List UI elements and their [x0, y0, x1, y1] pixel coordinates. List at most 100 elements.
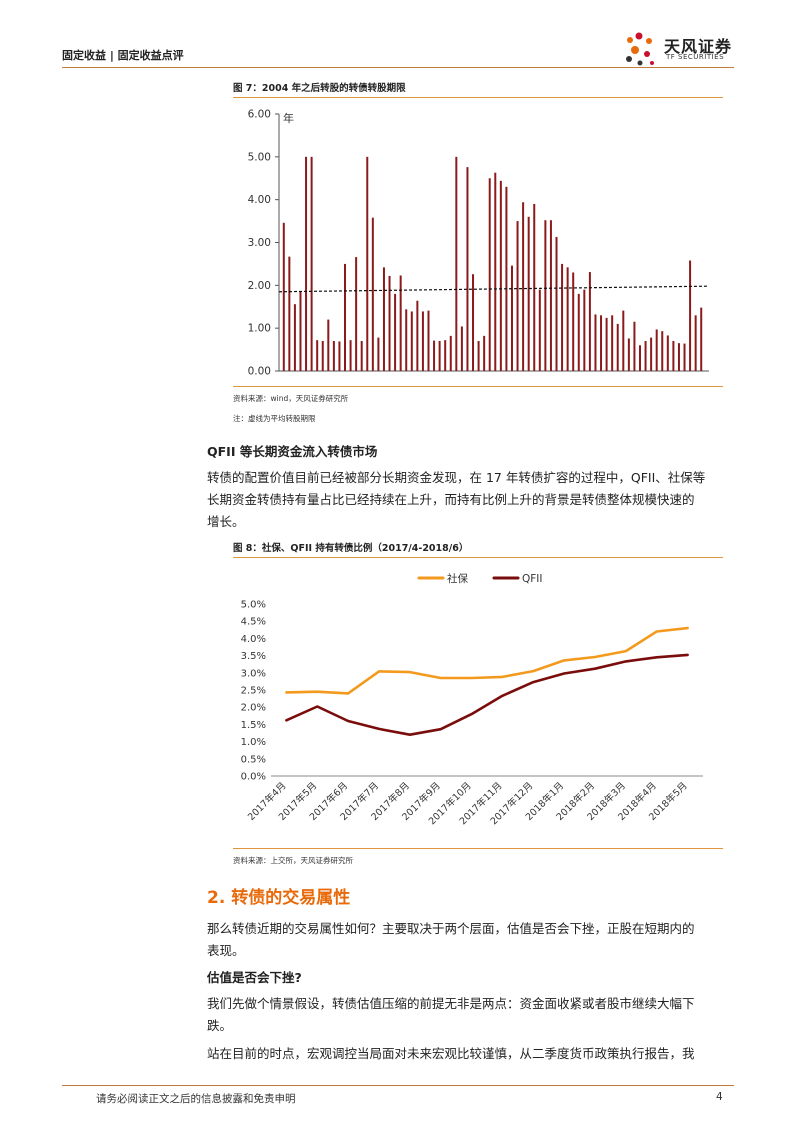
figure7-title: 图 7：2004 年之后转股的转债转股期限 [233, 83, 406, 94]
legend-label: 社保 [447, 572, 468, 585]
bar [371, 217, 374, 371]
y-tick-label: 1.00 [248, 323, 271, 335]
paragraph-qfii: 转债的配置价值目前已经被部分长期资金发现，在 17 年转债扩容的过程中，QFII… [207, 467, 731, 533]
logo-dot-icon [650, 61, 654, 65]
legend-label: QFII [522, 573, 543, 585]
bar [527, 216, 530, 371]
bar [700, 307, 703, 371]
bar [394, 293, 397, 371]
bar [627, 338, 630, 371]
section-heading-2: 2. 转债的交易属性 [207, 888, 351, 908]
bar [388, 275, 391, 371]
bar [444, 340, 447, 371]
paragraph-line: 表现。 [207, 943, 245, 958]
y-tick-label: 4.00 [248, 194, 271, 206]
bar [321, 341, 324, 371]
paragraph-line: 长期资金转债持有量占比已经持续在上升，而持有比例上升的背景是转债整体规模快速的 [207, 492, 695, 507]
bar [299, 291, 302, 371]
y-tick-label: 3.0% [241, 668, 266, 679]
logo-dot-icon [644, 51, 650, 57]
bar [332, 341, 335, 371]
bar [483, 335, 486, 371]
paragraph-line: 增长。 [207, 514, 245, 529]
bar [366, 156, 369, 371]
y-tick-label: 5.0% [241, 600, 266, 611]
figure8-line-chart: 0.0% 0.5% 1.0% 1.5% 2.0% 2.5% 3.0% 3.5% 4.0% 4.5%… [241, 572, 703, 827]
footer-disclaimer: 请务必阅读正文之后的信息披露和免责申明 [96, 1093, 296, 1105]
figure7-bar-chart: 0.00 1.00 2.00 3.00 4.00 5.00 6.00 年 [248, 109, 709, 378]
bar [421, 311, 424, 371]
series-line [285, 626, 689, 695]
figure7-top-rule [233, 97, 723, 98]
bar [555, 236, 558, 371]
figure8-title: 图 8：社保、QFII 持有转债比例（2017/4-2018/6） [233, 543, 469, 554]
bar [644, 341, 647, 371]
logo-text: 天风证券 [664, 37, 733, 56]
figure7-bottom-rule [233, 386, 723, 387]
logo-dot-icon [637, 60, 643, 66]
bar [538, 289, 541, 371]
logo-dot-icon [626, 56, 632, 62]
paragraph-line: 跌。 [207, 1018, 233, 1033]
figure7-source: 资料来源：wind，天风证券研究所 [233, 394, 349, 403]
bar [460, 326, 463, 371]
logo-dot-icon [635, 32, 643, 40]
bar [488, 178, 491, 371]
y-tick-label: 5.00 [248, 151, 271, 163]
bar [477, 341, 480, 371]
y-tick-label: 1.0% [241, 737, 266, 748]
bar [382, 267, 385, 371]
y-tick-label: 2.0% [241, 703, 266, 714]
logo-dot-icon [646, 38, 652, 44]
sub-heading-valuation: 估值是否会下挫? [207, 970, 302, 985]
bar [449, 335, 452, 371]
bar [355, 257, 358, 371]
bar [360, 341, 363, 371]
bar [588, 272, 591, 371]
bar [683, 343, 686, 371]
y-tick-label: 6.00 [248, 109, 271, 121]
bar [561, 263, 564, 371]
bar [494, 172, 497, 371]
bar [338, 341, 341, 371]
footer-divider [62, 1085, 734, 1086]
bar [327, 319, 330, 371]
bar [611, 315, 614, 371]
bar [438, 341, 441, 371]
bar [594, 314, 597, 371]
paragraph-intro: 那么转债近期的交易属性如何？主要取决于两个层面，估值是否会下挫，正股在短期内的 … [207, 918, 731, 962]
y-tick-label: 0.5% [241, 754, 266, 765]
paragraph-line: 转债的配置价值目前已经被部分长期资金发现，在 17 年转债扩容的过程中，QFII… [207, 470, 706, 485]
bar [694, 315, 697, 371]
bar [622, 310, 625, 371]
header-divider [62, 67, 734, 68]
paragraph-line: 那么转债近期的交易属性如何？主要取决于两个层面，估值是否会下挫，正股在短期内的 [207, 921, 695, 936]
paragraph-line: 我们先做个情景假设，转债估值压缩的前提无非是两点：资金面收紧或者股市继续大幅下 [207, 996, 695, 1011]
bar [583, 289, 586, 371]
y-tick-label: 4.0% [241, 634, 266, 645]
logo-subtext: TF SECURITIES [666, 53, 725, 61]
y-tick-label: 0.0% [241, 772, 266, 783]
bar [549, 220, 552, 371]
logo-dot-icon [627, 37, 633, 43]
bar [282, 222, 285, 371]
bar [399, 275, 402, 371]
bar [522, 202, 525, 371]
bar [572, 272, 575, 371]
bar [633, 321, 636, 371]
bar [416, 300, 419, 371]
bar [516, 221, 519, 371]
bar [305, 156, 308, 371]
bar [689, 260, 692, 371]
average-line [278, 285, 708, 293]
logo-dot-icon [631, 46, 639, 54]
bar [344, 263, 347, 371]
bar [505, 186, 508, 371]
y-tick-label: 3.5% [241, 651, 266, 662]
bar [288, 256, 291, 371]
bar [427, 310, 430, 371]
bar [605, 317, 608, 371]
bar [655, 329, 658, 371]
bar [677, 343, 680, 371]
bar [405, 309, 408, 371]
